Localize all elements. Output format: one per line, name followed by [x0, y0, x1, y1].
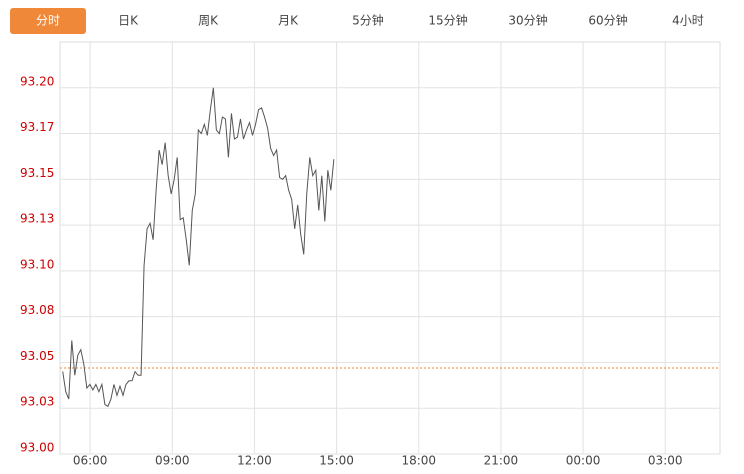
x-tick-label: 15:00 — [319, 454, 354, 468]
y-tick-label: 93.15 — [20, 166, 54, 180]
tab[interactable]: 4小时 — [672, 14, 704, 28]
tab[interactable]: 15分钟 — [428, 13, 467, 28]
y-tick-label: 93.05 — [20, 349, 54, 363]
plot-frame — [59, 41, 721, 455]
tab[interactable]: 5分钟 — [352, 13, 384, 28]
y-tick-label: 93.13 — [20, 212, 54, 226]
y-tick-label: 93.03 — [20, 395, 54, 409]
x-tick-label: 21:00 — [484, 454, 519, 468]
tab[interactable]: 月K — [278, 14, 299, 28]
x-tick-label: 00:00 — [566, 454, 601, 468]
price-line — [62, 87, 335, 408]
tab[interactable]: 分时 — [36, 14, 60, 28]
x-tick-label: 12:00 — [237, 454, 272, 468]
x-tick-label: 18:00 — [401, 454, 436, 468]
y-tick-label: 93.17 — [20, 120, 54, 134]
y-tick-label: 93.00 — [20, 441, 54, 455]
tab[interactable]: 周K — [198, 14, 219, 28]
y-tick-label: 93.20 — [20, 74, 54, 88]
x-tick-label: 09:00 — [155, 454, 190, 468]
x-tick-label: 03:00 — [648, 454, 683, 468]
y-tick-label: 93.08 — [20, 303, 54, 317]
tab[interactable]: 日K — [118, 14, 139, 28]
y-tick-label: 93.10 — [20, 257, 54, 271]
tab[interactable]: 60分钟 — [588, 13, 627, 28]
tab[interactable]: 30分钟 — [508, 13, 547, 28]
x-tick-label: 06:00 — [73, 454, 108, 468]
tab-active-bg[interactable] — [10, 8, 86, 34]
